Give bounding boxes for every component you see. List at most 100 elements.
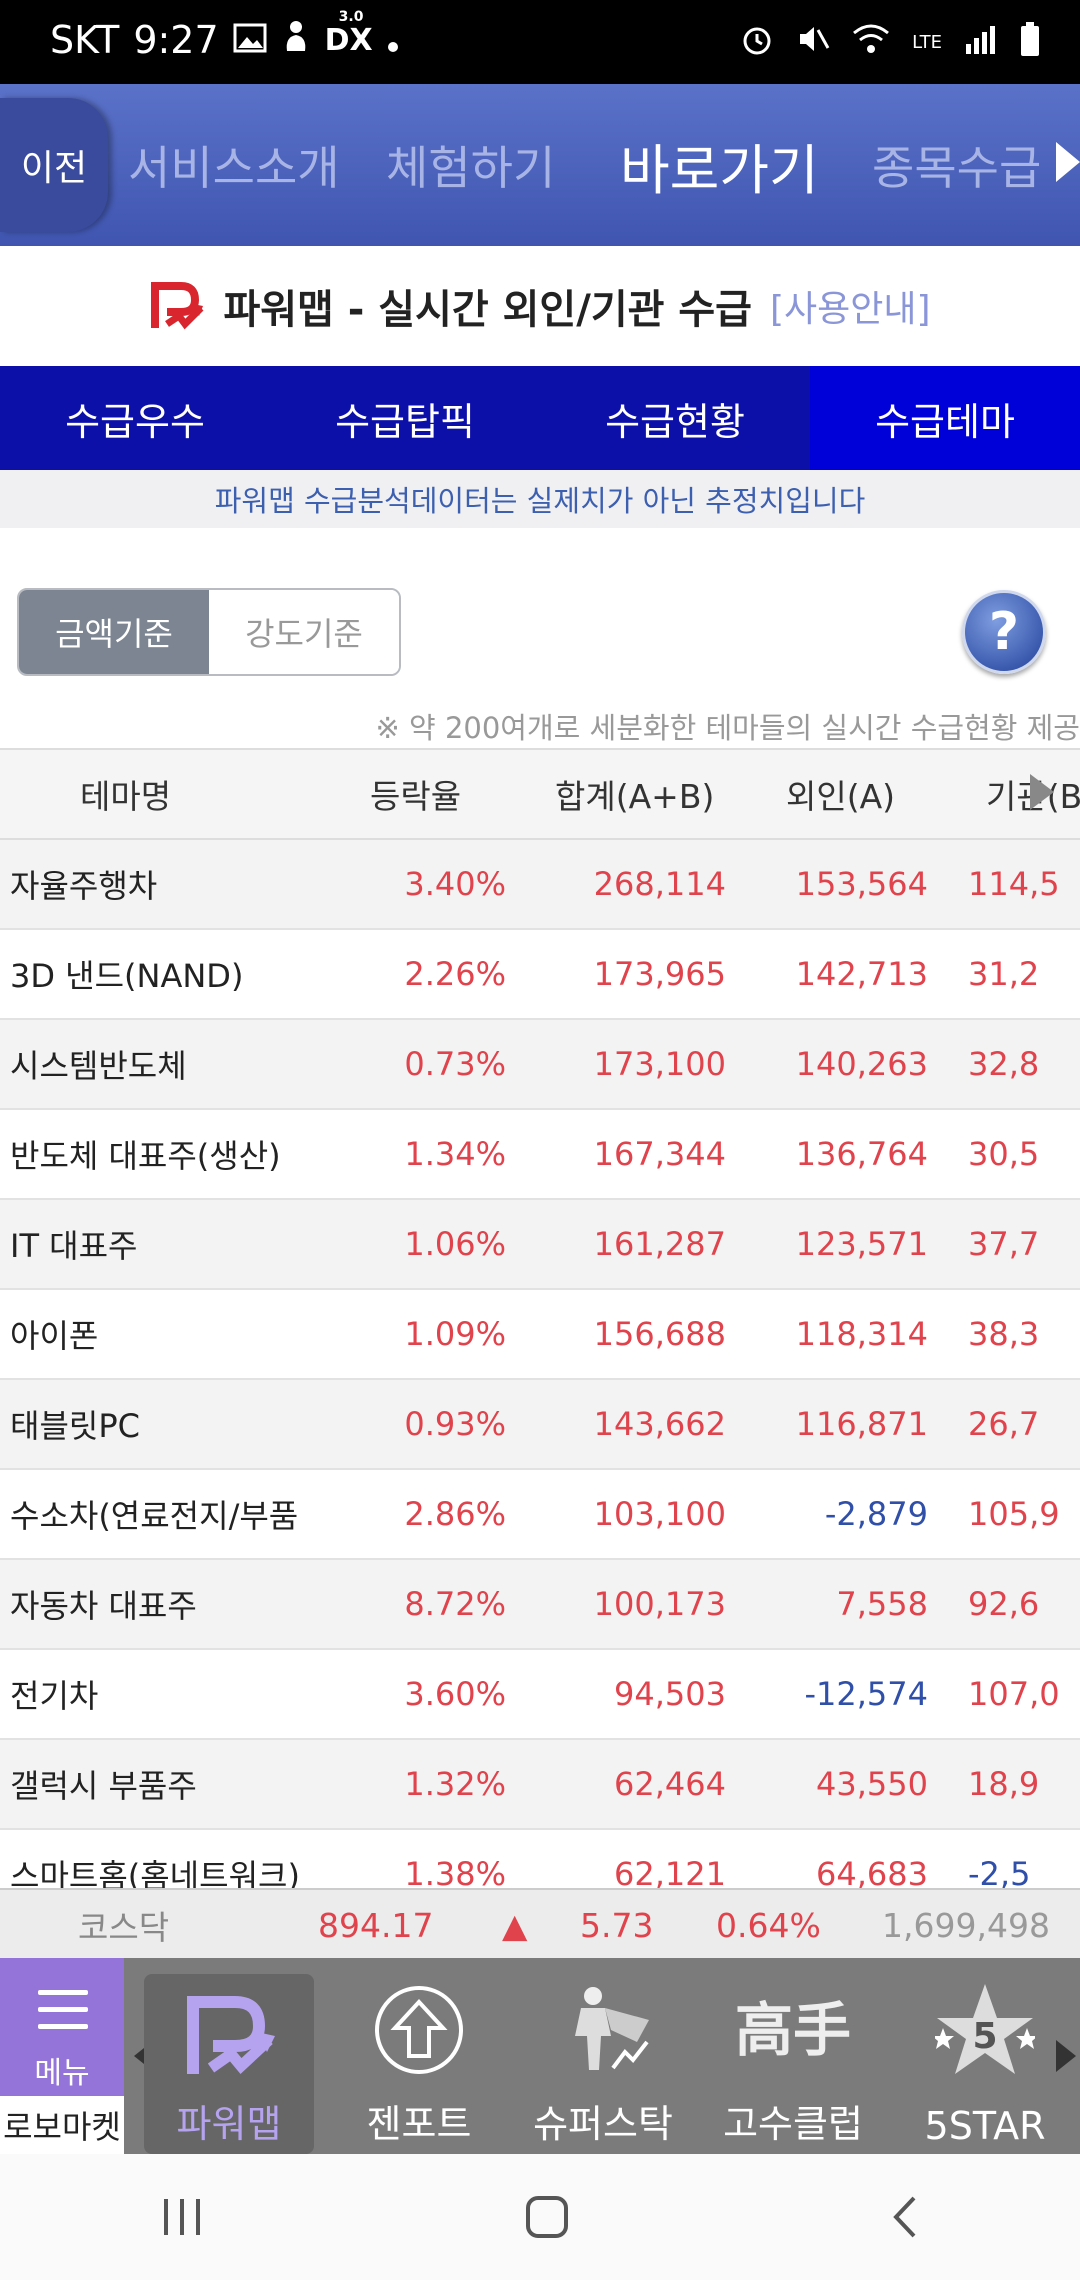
- rate-cell: 2.26%: [404, 955, 506, 993]
- bottom-nav: 메뉴 로보마켓 파워맵 젠포트 슈퍼스탁 高手 고수클럽: [0, 1958, 1080, 2154]
- sum-cell: 94,503: [614, 1675, 726, 1713]
- table-scroll-right-icon[interactable]: [1030, 774, 1054, 810]
- table-row[interactable]: 반도체 대표주(생산) 1.34% 167,344 136,764 30,5: [0, 1110, 1080, 1200]
- tab-supply-theme[interactable]: 수급테마: [810, 366, 1080, 470]
- tab-supply-top-pick[interactable]: 수급탑픽: [335, 399, 475, 444]
- genport-label: 젠포트: [366, 2102, 472, 2146]
- intensity-basis-button[interactable]: 강도기준: [209, 590, 399, 674]
- usage-guide-link[interactable]: [사용안내]: [769, 289, 931, 330]
- bottom-nav-powermap[interactable]: 파워맵: [144, 1974, 314, 2154]
- gosu-club-label: 고수클럽: [723, 2102, 863, 2146]
- tab-supply-status[interactable]: 수급현황: [605, 399, 745, 444]
- amount-basis-button[interactable]: 금액기준: [19, 590, 209, 674]
- nav-item-stock-supply[interactable]: 종목수급: [872, 141, 1042, 195]
- table-row[interactable]: 자동차 대표주 8.72% 100,173 7,558 92,6: [0, 1560, 1080, 1650]
- rate-cell: 0.73%: [404, 1045, 506, 1083]
- table-row[interactable]: 아이폰 1.09% 156,688 118,314 38,3: [0, 1290, 1080, 1380]
- table-row[interactable]: 갤럭시 부품주 1.32% 62,464 43,550 18,9: [0, 1740, 1080, 1830]
- back-nav-icon[interactable]: [890, 2194, 920, 2240]
- bottom-nav-scroll-right-icon[interactable]: [1056, 2040, 1076, 2072]
- menu-label: 메뉴: [34, 2056, 90, 2091]
- powermap-label: 파워맵: [176, 2102, 282, 2146]
- header-sum[interactable]: 합계(A+B): [555, 777, 715, 816]
- tab-supply-excellent[interactable]: 수급우수: [65, 399, 205, 444]
- institution-cell: 107,0: [968, 1675, 1060, 1713]
- wifi-icon: [852, 23, 890, 63]
- tab-bar: 수급우수 수급탑픽 수급현황 수급테마: [0, 366, 1080, 470]
- sum-cell: 268,114: [593, 865, 726, 903]
- basis-toggle: 금액기준 강도기준: [17, 588, 401, 676]
- institution-cell: 31,2: [968, 955, 1040, 993]
- table-row[interactable]: 전기차 3.60% 94,503 -12,574 107,0: [0, 1650, 1080, 1740]
- institution-cell: 105,9: [968, 1495, 1060, 1533]
- rate-cell: 2.86%: [404, 1495, 506, 1533]
- 5star-label: 5STAR: [924, 2104, 1046, 2148]
- bottom-nav-genport[interactable]: 젠포트: [334, 1958, 504, 2154]
- estimate-notice: 파워맵 수급분석데이터는 실제치가 아닌 추정치입니다: [0, 470, 1080, 528]
- nav-scroll-right-icon[interactable]: [1056, 142, 1080, 182]
- foreign-cell: -2,879: [824, 1495, 928, 1533]
- theme-name-cell: 3D 낸드(NAND): [10, 957, 244, 995]
- menu-button[interactable]: 메뉴 로보마켓: [0, 1958, 124, 2154]
- back-button[interactable]: 이전: [0, 98, 108, 232]
- status-bar: SKT 9:27 DX 3.0 LTE: [0, 0, 1080, 84]
- robomarket-button[interactable]: 로보마켓: [0, 2096, 124, 2154]
- table-row[interactable]: 자율주행차 3.40% 268,114 153,564 114,5: [0, 840, 1080, 930]
- table-row[interactable]: 시스템반도체 0.73% 173,100 140,263 32,8: [0, 1020, 1080, 1110]
- header-theme-name[interactable]: 테마명: [80, 777, 172, 816]
- index-percent: 0.64%: [716, 1905, 821, 1945]
- rate-cell: 3.60%: [404, 1675, 506, 1713]
- sum-cell: 103,100: [593, 1495, 726, 1533]
- index-up-arrow-icon: ▲: [502, 1905, 528, 1945]
- foreign-cell: 142,713: [795, 955, 928, 993]
- institution-cell: 30,5: [968, 1135, 1040, 1173]
- nav-item-shortcut[interactable]: 바로가기: [620, 139, 819, 202]
- alarm-icon: [740, 22, 774, 64]
- help-button[interactable]: ?: [962, 590, 1046, 674]
- foreign-cell: 123,571: [795, 1225, 928, 1263]
- bottom-nav-superstock[interactable]: 슈퍼스탁: [518, 1958, 688, 2154]
- rate-cell: 8.72%: [404, 1585, 506, 1623]
- index-volume: 1,699,498: [882, 1905, 1050, 1945]
- home-icon[interactable]: [524, 2194, 570, 2240]
- recent-apps-icon[interactable]: [160, 2197, 204, 2237]
- foreign-cell: 43,550: [816, 1765, 928, 1803]
- header-rate[interactable]: 등락율: [370, 777, 462, 816]
- powermap-logo-icon: [151, 282, 204, 330]
- sum-cell: 62,464: [614, 1765, 726, 1803]
- mute-icon: [796, 22, 830, 64]
- table-row[interactable]: IT 대표주 1.06% 161,287 123,571 37,7: [0, 1200, 1080, 1290]
- sum-cell: 62,121: [614, 1855, 726, 1893]
- nav-item-trial[interactable]: 체험하기: [386, 141, 556, 195]
- nav-item-service-intro[interactable]: 서비스소개: [128, 141, 340, 195]
- header-foreign[interactable]: 외인(A): [786, 777, 896, 816]
- sum-cell: 161,287: [593, 1225, 726, 1263]
- sum-cell: 173,100: [593, 1045, 726, 1083]
- theme-name-cell: IT 대표주: [10, 1227, 138, 1265]
- bottom-nav-5star[interactable]: 5 5STAR: [900, 1958, 1070, 2154]
- sum-cell: 156,688: [593, 1315, 726, 1353]
- foreign-cell: 136,764: [795, 1135, 928, 1173]
- index-name: 코스닥: [78, 1908, 170, 1947]
- foreign-cell: -12,574: [804, 1675, 928, 1713]
- index-value: 894.17: [318, 1905, 434, 1945]
- sum-cell: 167,344: [593, 1135, 726, 1173]
- gosu-glyph-icon: 高手: [734, 1996, 851, 2064]
- dex-version: 3.0: [338, 8, 364, 25]
- star-number: 5: [972, 2016, 997, 2057]
- sum-cell: 100,173: [593, 1585, 726, 1623]
- institution-cell: 18,9: [968, 1765, 1040, 1803]
- gallery-icon: [233, 18, 267, 62]
- star-icon: 5: [935, 1984, 1035, 2074]
- system-nav: [0, 2154, 1080, 2280]
- table-row[interactable]: 3D 낸드(NAND) 2.26% 173,965 142,713 31,2: [0, 930, 1080, 1020]
- page-title: 파워맵 - 실시간 외인/기관 수급: [223, 287, 752, 333]
- top-nav: 이전 서비스소개 체험하기 바로가기 종목수급: [0, 84, 1080, 246]
- bottom-nav-gosu-club[interactable]: 高手 고수클럽: [708, 1958, 878, 2154]
- dot-icon: [387, 18, 399, 62]
- rate-cell: 0.93%: [404, 1405, 506, 1443]
- table-row[interactable]: 수소차(연료전지/부품 2.86% 103,100 -2,879 105,9: [0, 1470, 1080, 1560]
- table-row[interactable]: 태블릿PC 0.93% 143,662 116,871 26,7: [0, 1380, 1080, 1470]
- genport-upload-icon: [375, 1986, 463, 2074]
- rate-cell: 1.09%: [404, 1315, 506, 1353]
